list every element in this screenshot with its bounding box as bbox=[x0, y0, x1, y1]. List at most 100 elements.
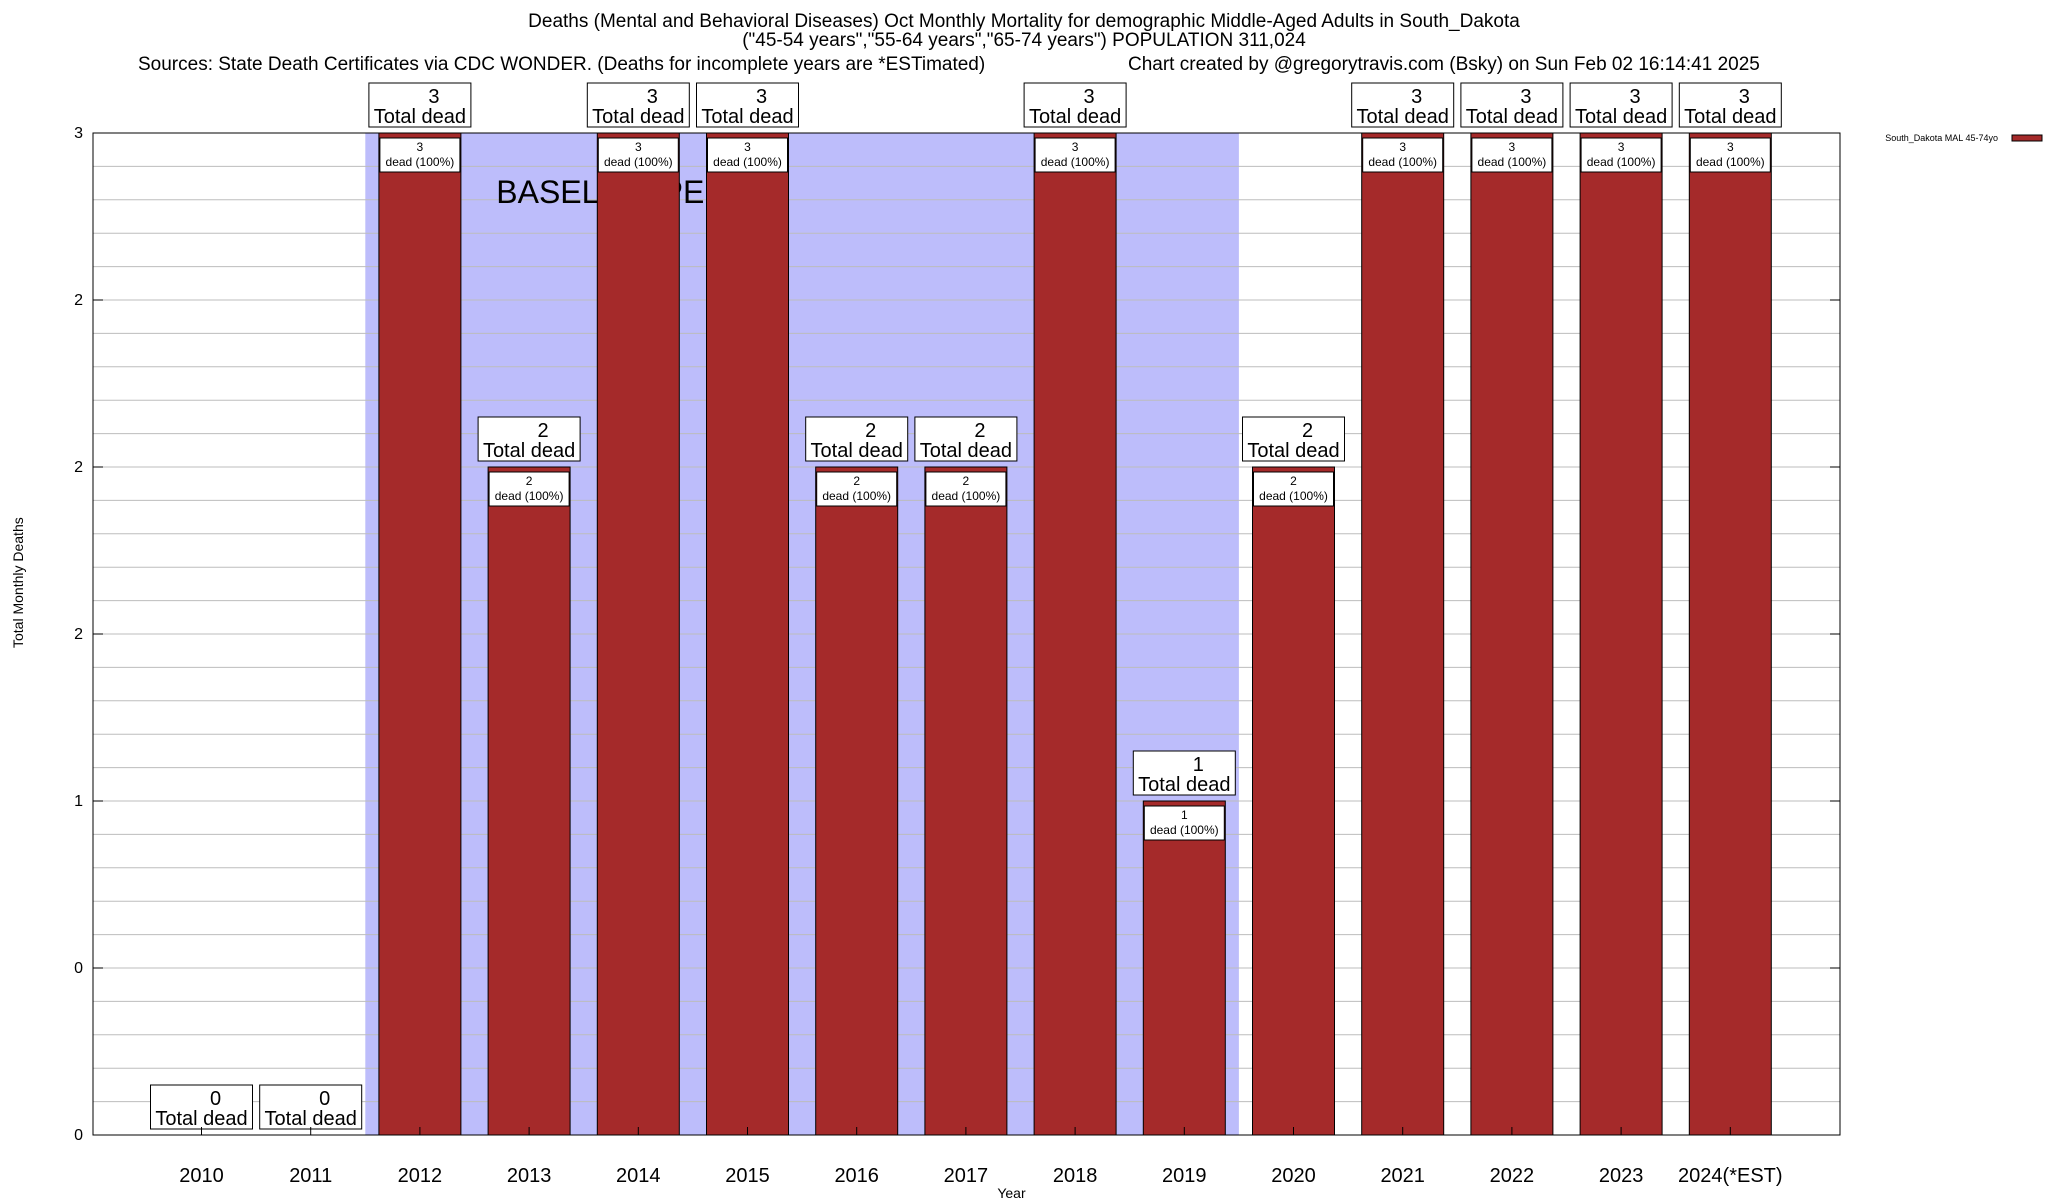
bar bbox=[1361, 132, 1445, 1136]
total-label-text: Total dead bbox=[374, 106, 466, 128]
title-line-2: ("45-54 years","55-64 years","65-74 year… bbox=[742, 30, 1306, 51]
bar-label-count: 1 bbox=[1181, 808, 1188, 822]
total-label-box bbox=[259, 1084, 363, 1130]
total-label-count: 3 bbox=[1411, 86, 1422, 108]
bar bbox=[487, 466, 571, 1136]
credit-text: Chart created by @gregorytravis.com (Bsk… bbox=[1128, 54, 1760, 75]
bar bbox=[1688, 132, 1772, 1136]
total-label-box bbox=[1569, 82, 1673, 128]
bar-label-count: 3 bbox=[1072, 140, 1079, 154]
bar-label-count: 2 bbox=[526, 474, 533, 488]
total-label-box bbox=[477, 416, 581, 462]
x-tick-label: 2014 bbox=[616, 1165, 661, 1187]
bar-label-count: 3 bbox=[1509, 140, 1516, 154]
y-tick-label: 0 bbox=[74, 1127, 83, 1144]
sources-text: Sources: State Death Certificates via CD… bbox=[138, 54, 986, 75]
total-label-text: Total dead bbox=[1029, 106, 1121, 128]
total-label-text: Total dead bbox=[155, 1108, 247, 1130]
legend-label: South_Dakota MAL 45-74yo bbox=[1885, 133, 1998, 143]
bar-label-text: dead (100%) bbox=[1587, 155, 1656, 169]
chart-title: Deaths (Mental and Behavioral Diseases) … bbox=[0, 12, 2048, 50]
total-label-count: 0 bbox=[319, 1088, 330, 1110]
x-tick-label: 2019 bbox=[1162, 1165, 1207, 1187]
y-axis-label: Total Monthly Deaths bbox=[10, 517, 26, 648]
bar bbox=[1470, 132, 1554, 1136]
x-tick-label: 2012 bbox=[398, 1165, 443, 1187]
x-tick-label: 2013 bbox=[507, 1165, 552, 1187]
bar-label-box bbox=[1034, 137, 1116, 173]
total-label-box bbox=[1132, 750, 1236, 796]
x-tick-label: 2015 bbox=[725, 1165, 770, 1187]
total-label-box bbox=[586, 82, 690, 128]
total-label-text: Total dead bbox=[1684, 106, 1776, 128]
bar-label-box bbox=[597, 137, 679, 173]
total-label-count: 3 bbox=[1630, 86, 1641, 108]
y-tick-label: 0 bbox=[74, 960, 83, 977]
bar-label-text: dead (100%) bbox=[1478, 155, 1547, 169]
y-tick-label: 2 bbox=[74, 459, 83, 476]
total-label-count: 2 bbox=[538, 420, 549, 442]
x-tick-label: 2024(*EST) bbox=[1678, 1165, 1783, 1187]
total-label-count: 1 bbox=[1193, 754, 1204, 776]
legend: South_Dakota MAL 45-74yo bbox=[1885, 133, 2043, 143]
bar-label-count: 3 bbox=[1399, 140, 1406, 154]
bar-label-count: 3 bbox=[1727, 140, 1734, 154]
total-label-box bbox=[1460, 82, 1564, 128]
y-tick-label: 2 bbox=[74, 292, 83, 309]
bar-label-box bbox=[379, 137, 461, 173]
title-line-1: Deaths (Mental and Behavioral Diseases) … bbox=[528, 11, 1520, 32]
total-label-count: 3 bbox=[1084, 86, 1095, 108]
bar-label-text: dead (100%) bbox=[1368, 155, 1437, 169]
x-tick-label: 2016 bbox=[834, 1165, 879, 1187]
total-label-text: Total dead bbox=[1138, 774, 1230, 796]
total-label-text: Total dead bbox=[1247, 440, 1339, 462]
total-label-text: Total dead bbox=[920, 440, 1012, 462]
legend-swatch bbox=[2011, 134, 2043, 142]
x-tick-label: 2018 bbox=[1053, 1165, 1098, 1187]
x-axis-label: Year bbox=[997, 1185, 1026, 1200]
total-label-box bbox=[1023, 82, 1127, 128]
bar-label-count: 2 bbox=[963, 474, 970, 488]
bar-label-box bbox=[1253, 471, 1334, 507]
y-tick-label: 1 bbox=[74, 793, 83, 810]
bar bbox=[1579, 132, 1663, 1136]
total-label-count: 2 bbox=[1302, 420, 1313, 442]
total-label-count: 3 bbox=[428, 86, 439, 108]
total-label-count: 3 bbox=[1520, 86, 1531, 108]
bar-label-text: dead (100%) bbox=[1150, 823, 1219, 837]
bar-label-text: dead (100%) bbox=[386, 155, 455, 169]
bar-label-count: 3 bbox=[1618, 140, 1625, 154]
bar-label-box bbox=[1471, 137, 1553, 173]
total-label-box bbox=[150, 1084, 253, 1130]
bar bbox=[706, 132, 789, 1136]
bar-label-text: dead (100%) bbox=[495, 489, 564, 503]
bar-label-box bbox=[1689, 137, 1771, 173]
x-tick-label: 2010 bbox=[179, 1165, 224, 1187]
bar-label-count: 3 bbox=[635, 140, 642, 154]
bar bbox=[596, 132, 680, 1136]
total-label-count: 3 bbox=[647, 86, 658, 108]
bar-label-box bbox=[816, 471, 898, 507]
total-label-text: Total dead bbox=[1466, 106, 1558, 128]
bar-label-count: 3 bbox=[744, 140, 751, 154]
